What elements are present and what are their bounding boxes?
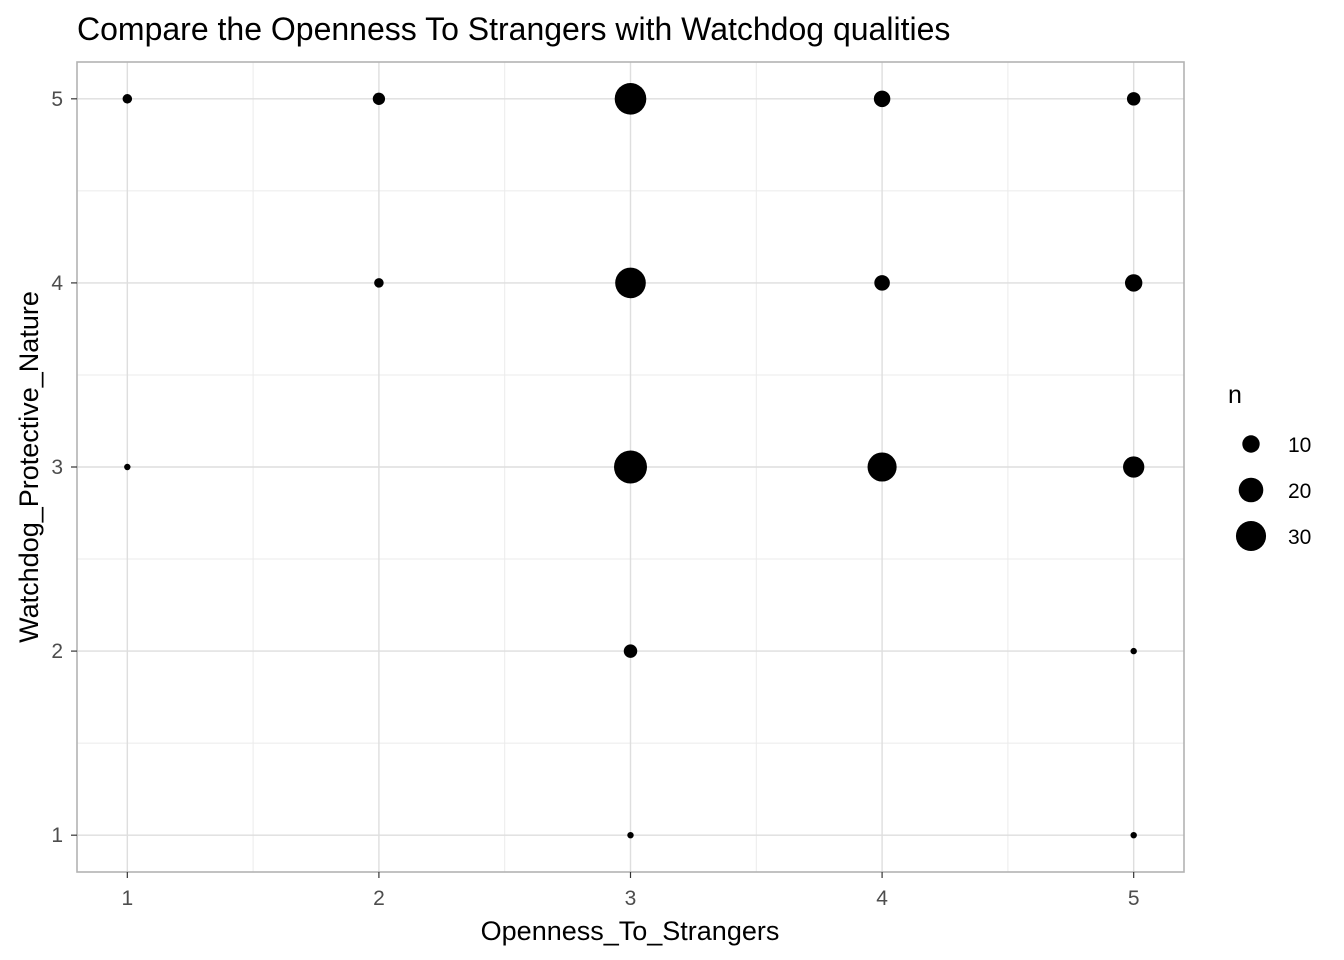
x-tick-label: 3 bbox=[625, 887, 637, 910]
legend-key-symbol bbox=[1238, 477, 1264, 503]
data-point bbox=[867, 452, 897, 482]
y-tick-label: 1 bbox=[51, 824, 63, 847]
legend-key-symbol bbox=[1235, 520, 1267, 552]
data-point bbox=[614, 83, 647, 115]
x-axis-ticks: 1 2 3 4 5 bbox=[121, 872, 1140, 910]
y-tick-label: 2 bbox=[51, 640, 63, 663]
y-tick-label: 5 bbox=[51, 88, 63, 111]
legend-key-label: 30 bbox=[1288, 526, 1311, 549]
x-tick-label: 1 bbox=[121, 887, 133, 910]
data-point bbox=[122, 94, 133, 104]
legend-keys: 10 20 30 bbox=[1235, 434, 1311, 552]
data-point bbox=[873, 90, 891, 108]
data-point bbox=[627, 831, 634, 839]
size-legend: n 10 20 30 bbox=[1228, 381, 1311, 552]
legend-title: n bbox=[1228, 381, 1242, 409]
data-point bbox=[1130, 831, 1137, 839]
data-point bbox=[614, 450, 647, 484]
data-point bbox=[874, 275, 890, 291]
x-tick-label: 2 bbox=[373, 887, 385, 910]
data-point bbox=[615, 267, 646, 299]
chart-title: Compare the Openness To Strangers with W… bbox=[77, 11, 950, 47]
data-points bbox=[122, 83, 1145, 839]
legend-key-label: 10 bbox=[1288, 434, 1311, 457]
data-point bbox=[623, 644, 638, 658]
data-point bbox=[1124, 274, 1143, 292]
data-point bbox=[374, 278, 384, 288]
data-point bbox=[124, 463, 131, 471]
y-axis-title: Watchdog_Protective_Nature bbox=[14, 291, 44, 643]
data-point bbox=[1123, 456, 1145, 478]
plot-panel bbox=[76, 61, 1185, 873]
data-point bbox=[372, 92, 386, 105]
x-tick-label: 5 bbox=[1128, 887, 1140, 910]
legend-key-label: 20 bbox=[1288, 480, 1311, 503]
x-tick-label: 4 bbox=[876, 887, 888, 910]
x-axis-title: Openness_To_Strangers bbox=[481, 916, 780, 946]
y-tick-label: 4 bbox=[51, 272, 63, 295]
y-axis-ticks: 1 2 3 4 5 bbox=[51, 88, 77, 847]
y-tick-label: 3 bbox=[51, 456, 63, 479]
data-point bbox=[1126, 92, 1141, 106]
data-point bbox=[1130, 647, 1137, 655]
legend-key-symbol bbox=[1242, 435, 1260, 453]
